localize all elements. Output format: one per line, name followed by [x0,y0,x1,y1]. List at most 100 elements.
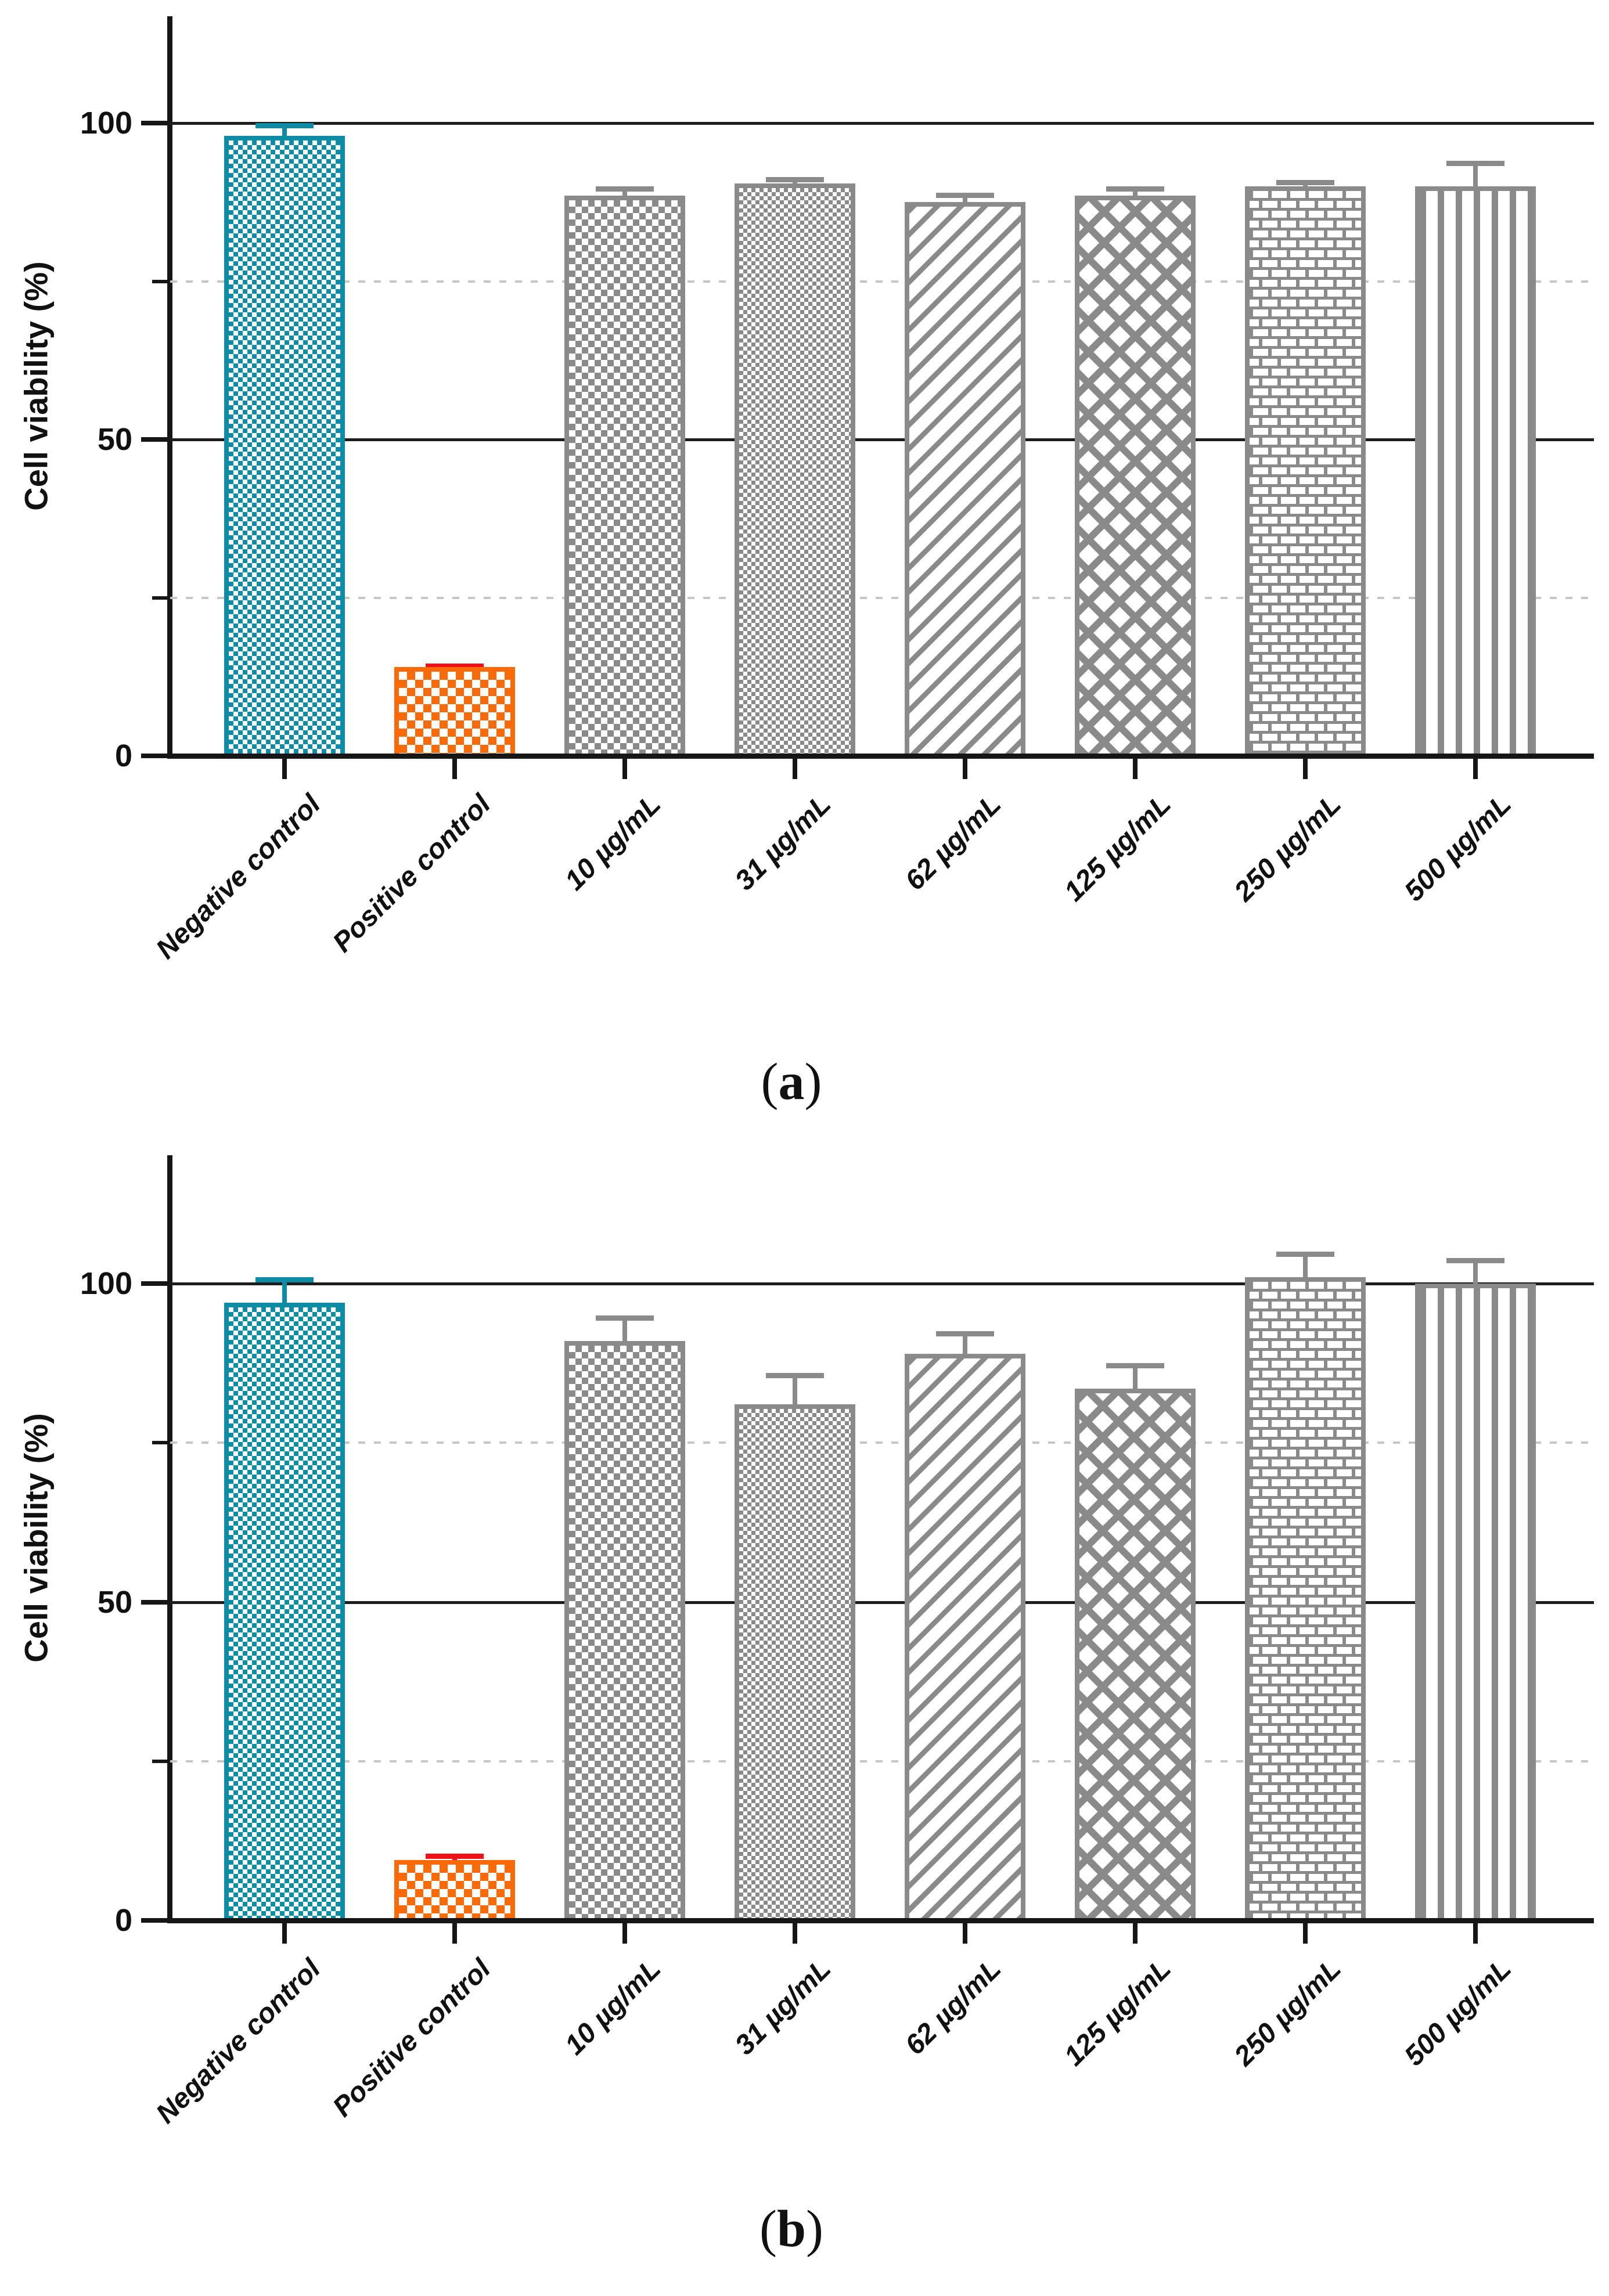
category-label-1: Negative control [150,1953,327,2130]
x-tick-7 [1303,1923,1308,1944]
bar-250-g-ml [1245,186,1366,758]
y-major-tick-0 [141,754,167,758]
y-minor-tick-75 [152,1441,167,1445]
category-label-2: Positive control [327,1953,497,2123]
caption-letter-b: b [776,2200,807,2258]
x-tick-4 [793,758,797,779]
category-label-7: 250 µg/mL [1229,1953,1348,2072]
x-tick-2 [452,758,457,779]
x-axis-line [167,1918,1594,1923]
bar-500-g-ml [1415,186,1536,758]
caption-paren-close: ) [806,2200,824,2258]
y-axis-title: Cell viability (%) [17,1413,55,1663]
panel-b-caption: (b) [0,2199,1583,2259]
y-tick-label-0: 0 [114,1903,132,1938]
error-bar-cap [426,663,484,669]
x-tick-5 [963,1923,967,1944]
category-label-1: Negative control [150,788,327,965]
error-bar-stem [282,1281,287,1315]
bar-31-g-ml [735,183,855,758]
category-label-3: 10 µg/mL [559,788,667,897]
bar-250-g-ml [1245,1277,1366,1923]
error-bar-cap [426,1853,484,1859]
y-major-tick-0 [141,1918,167,1923]
caption-paren-open: ( [761,1053,779,1111]
category-label-2: Positive control [327,788,497,958]
x-tick-2 [452,1923,457,1944]
category-label-4: 31 µg/mL [729,1953,837,2061]
category-label-3: 10 µg/mL [559,1953,667,2061]
y-major-tick-100 [141,1281,167,1286]
x-tick-6 [1133,1923,1138,1944]
bar-positive-control [394,1859,515,1923]
error-bar-cap [1106,186,1164,192]
y-minor-tick-75 [152,279,167,283]
y-axis-spine [167,16,172,759]
category-label-6: 125 µg/mL [1059,788,1178,907]
x-tick-7 [1303,758,1308,779]
y-tick-label-0: 0 [114,738,132,773]
error-bar-cap [936,1331,994,1337]
error-bar-stem [1473,165,1478,199]
bar-negative-control [224,135,345,758]
error-bar-cap [766,1372,824,1378]
error-bar-cap [255,1277,314,1283]
y-tick-label-100: 100 [80,106,132,140]
error-bar-stem [1303,1256,1308,1291]
gridline-solid-50 [170,438,1594,441]
x-tick-3 [622,758,627,779]
error-bar-cap [596,1315,654,1321]
error-bar-cap [596,186,654,192]
bar-negative-control [224,1302,345,1923]
x-tick-1 [282,1923,287,1944]
y-major-tick-50 [141,437,167,442]
bar-31-g-ml [735,1404,855,1923]
x-tick-1 [282,758,287,779]
error-bar-stem [963,1335,967,1367]
y-axis-spine [167,1155,172,1923]
category-label-5: 62 µg/mL [899,788,1007,897]
x-tick-5 [963,758,967,779]
y-minor-tick-25 [152,1759,167,1763]
gridline-dashed-75 [170,1441,1594,1444]
y-axis-title: Cell viability (%) [17,261,55,511]
y-tick-label-100: 100 [80,1266,132,1301]
bar-125-g-ml [1075,196,1196,758]
x-tick-8 [1473,1923,1478,1944]
error-bar-cap [1446,161,1504,167]
category-label-7: 250 µg/mL [1229,788,1348,907]
bar-positive-control [394,667,515,758]
error-bar-cap [936,192,994,198]
caption-letter-a: a [778,1053,805,1111]
y-tick-label-50: 50 [97,422,132,457]
gridline-dashed-75 [170,280,1594,283]
y-major-tick-50 [141,1599,167,1605]
category-label-4: 31 µg/mL [729,788,837,897]
error-bar-stem [622,1319,627,1354]
x-axis-line [167,754,1594,759]
error-bar-cap [1106,1363,1164,1369]
panel-a-caption: (a) [0,1052,1583,1112]
y-minor-tick-25 [152,596,167,600]
x-tick-6 [1133,758,1138,779]
error-bar-stem [1133,1367,1138,1401]
category-label-8: 500 µg/mL [1399,788,1518,907]
y-tick-label-50: 50 [97,1584,132,1620]
category-label-5: 62 µg/mL [899,1953,1007,2061]
error-bar-cap [1446,1258,1504,1264]
bar-62-g-ml [905,202,1025,758]
caption-paren-open: ( [759,2200,777,2258]
bar-10-g-ml [564,196,685,758]
gridline-solid-100 [170,1282,1594,1285]
bar-10-g-ml [564,1340,685,1923]
bar-500-g-ml [1415,1284,1536,1923]
error-bar-cap [255,123,314,128]
caption-paren-close: ) [804,1053,822,1111]
bar-125-g-ml [1075,1389,1196,1923]
error-bar-stem [1473,1262,1478,1296]
bar-62-g-ml [905,1353,1025,1923]
error-bar-cap [1276,180,1334,186]
category-label-6: 125 µg/mL [1059,1953,1178,2072]
error-bar-cap [766,176,824,182]
